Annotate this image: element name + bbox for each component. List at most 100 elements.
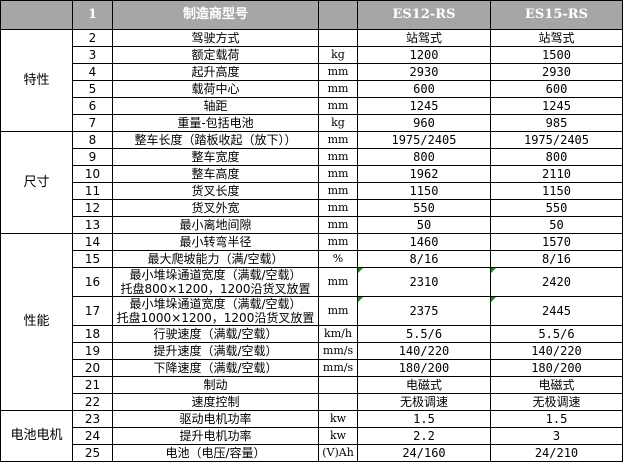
spec-name[interactable]: 提升速度（满载/空载） — [112, 342, 319, 360]
spec-unit[interactable]: mm — [318, 63, 358, 81]
spec-unit[interactable]: mm — [318, 80, 358, 98]
value-model-a[interactable]: 电磁式 — [357, 376, 491, 394]
spec-name[interactable]: 提升电机功率 — [112, 427, 319, 445]
value-model-a[interactable]: 1.5 — [357, 410, 491, 428]
header-blank[interactable] — [0, 0, 73, 30]
value-model-a[interactable]: 5.5/6 — [357, 325, 491, 343]
row-number[interactable]: 22 — [72, 393, 113, 411]
spec-unit[interactable]: mm/s — [318, 359, 358, 377]
row-number[interactable]: 11 — [72, 182, 113, 200]
value-model-b[interactable]: 1.5 — [490, 410, 623, 428]
spec-name[interactable]: 重量-包括电池 — [112, 114, 319, 132]
value-model-a[interactable]: 24/160 — [357, 444, 491, 462]
row-number[interactable]: 3 — [72, 46, 113, 64]
value-model-a[interactable]: 960 — [357, 114, 491, 132]
spec-unit[interactable]: mm — [318, 296, 358, 326]
row-number[interactable]: 20 — [72, 359, 113, 377]
spec-name[interactable]: 驾驶方式 — [112, 29, 319, 47]
value-model-b[interactable]: 24/210 — [490, 444, 623, 462]
value-model-a[interactable]: 800 — [357, 148, 491, 166]
row-number[interactable]: 21 — [72, 376, 113, 394]
row-number[interactable]: 19 — [72, 342, 113, 360]
value-model-b[interactable]: 电磁式 — [490, 376, 623, 394]
group-label[interactable]: 尺寸 — [0, 131, 73, 234]
value-model-a[interactable]: 1150 — [357, 182, 491, 200]
value-model-a[interactable]: 140/220 — [357, 342, 491, 360]
header-model-a[interactable]: ES12-RS — [357, 0, 491, 30]
row-number[interactable]: 7 — [72, 114, 113, 132]
row-number[interactable]: 6 — [72, 97, 113, 115]
value-model-b[interactable]: 站驾式 — [490, 29, 623, 47]
value-model-b[interactable]: 1570 — [490, 233, 623, 251]
value-model-b[interactable]: 2930 — [490, 63, 623, 81]
row-number[interactable]: 15 — [72, 250, 113, 268]
value-model-a[interactable]: 1975/2405 — [357, 131, 491, 149]
spec-unit[interactable]: (V)Ah — [318, 444, 358, 462]
row-number[interactable]: 14 — [72, 233, 113, 251]
value-model-a[interactable]: 600 — [357, 80, 491, 98]
group-label[interactable]: 性能 — [0, 233, 73, 411]
value-model-a[interactable]: 180/200 — [357, 359, 491, 377]
spec-name[interactable]: 货叉外宽 — [112, 199, 319, 217]
spec-name[interactable]: 最小离地间隙 — [112, 216, 319, 234]
row-number[interactable]: 9 — [72, 148, 113, 166]
value-model-b[interactable]: 50 — [490, 216, 623, 234]
spec-name[interactable]: 最小堆垛通道宽度（满载/空载） 托盘1000×1200，1200沿货叉放置 — [112, 296, 319, 326]
spec-unit[interactable]: mm — [318, 267, 358, 297]
value-model-b[interactable]: 8/16 — [490, 250, 623, 268]
value-model-a[interactable]: 无极调速 — [357, 393, 491, 411]
value-model-a[interactable]: 2310 — [357, 267, 491, 297]
row-number[interactable]: 10 — [72, 165, 113, 183]
spec-name[interactable]: 额定载荷 — [112, 46, 319, 64]
spec-unit[interactable]: % — [318, 250, 358, 268]
value-model-b[interactable]: 2445 — [490, 296, 623, 326]
spec-unit[interactable]: mm/s — [318, 342, 358, 360]
spec-name[interactable]: 行驶速度（满载/空载） — [112, 325, 319, 343]
spec-name[interactable]: 速度控制 — [112, 393, 319, 411]
spec-name[interactable]: 最小堆垛通道宽度（满载/空载） 托盘800×1200，1200沿货叉放置 — [112, 267, 319, 297]
spec-unit[interactable]: kg — [318, 114, 358, 132]
spec-unit[interactable]: km/h — [318, 325, 358, 343]
spec-unit[interactable]: kg — [318, 46, 358, 64]
spec-unit[interactable]: mm — [318, 182, 358, 200]
spec-unit[interactable]: mm — [318, 131, 358, 149]
spec-name[interactable]: 起升高度 — [112, 63, 319, 81]
value-model-a[interactable]: 2.2 — [357, 427, 491, 445]
header-name[interactable]: 制造商型号 — [112, 0, 319, 30]
spec-unit[interactable] — [318, 376, 358, 394]
spec-name[interactable]: 载荷中心 — [112, 80, 319, 98]
row-number[interactable]: 23 — [72, 410, 113, 428]
row-number[interactable]: 13 — [72, 216, 113, 234]
spec-name[interactable]: 电池（电压/容量） — [112, 444, 319, 462]
value-model-b[interactable]: 550 — [490, 199, 623, 217]
spec-name[interactable]: 最小转弯半径 — [112, 233, 319, 251]
value-model-a[interactable]: 550 — [357, 199, 491, 217]
spec-name[interactable]: 整车高度 — [112, 165, 319, 183]
spec-unit[interactable]: mm — [318, 97, 358, 115]
group-label[interactable]: 电池电机 — [0, 410, 73, 462]
row-number[interactable]: 16 — [72, 267, 113, 297]
row-number[interactable]: 24 — [72, 427, 113, 445]
value-model-a[interactable]: 1200 — [357, 46, 491, 64]
spec-name[interactable]: 下降速度（满载/空载） — [112, 359, 319, 377]
row-number[interactable]: 4 — [72, 63, 113, 81]
value-model-b[interactable]: 1150 — [490, 182, 623, 200]
value-model-a[interactable]: 8/16 — [357, 250, 491, 268]
spec-unit[interactable]: kw — [318, 427, 358, 445]
spec-name[interactable]: 整车宽度 — [112, 148, 319, 166]
value-model-b[interactable]: 800 — [490, 148, 623, 166]
row-number[interactable]: 18 — [72, 325, 113, 343]
value-model-b[interactable]: 600 — [490, 80, 623, 98]
value-model-b[interactable]: 5.5/6 — [490, 325, 623, 343]
header-model-b[interactable]: ES15-RS — [490, 0, 623, 30]
value-model-a[interactable]: 2930 — [357, 63, 491, 81]
value-model-a[interactable]: 站驾式 — [357, 29, 491, 47]
spec-unit[interactable]: mm — [318, 165, 358, 183]
spec-name[interactable]: 制动 — [112, 376, 319, 394]
row-number[interactable]: 25 — [72, 444, 113, 462]
spec-unit[interactable]: mm — [318, 199, 358, 217]
row-number[interactable]: 12 — [72, 199, 113, 217]
value-model-b[interactable]: 1975/2405 — [490, 131, 623, 149]
value-model-b[interactable]: 180/200 — [490, 359, 623, 377]
value-model-b[interactable]: 2420 — [490, 267, 623, 297]
